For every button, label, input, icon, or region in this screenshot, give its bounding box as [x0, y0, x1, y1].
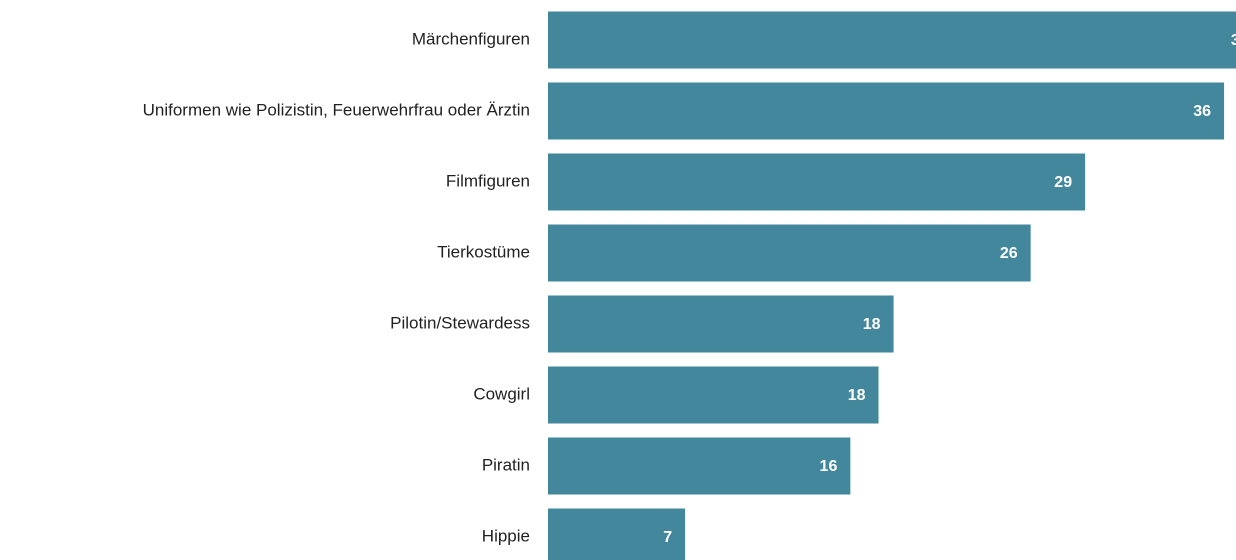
value-label: 38: [1231, 32, 1236, 49]
value-label: 36: [1193, 103, 1211, 120]
bar: [548, 508, 686, 560]
value-label: 7: [663, 529, 672, 546]
category-label: Pilotin/Stewardess: [390, 313, 530, 332]
value-label: 18: [863, 316, 881, 333]
bar: [548, 295, 894, 353]
category-label: Tierkostüme: [437, 242, 530, 261]
category-label: Piratin: [482, 455, 530, 474]
category-label: Filmfiguren: [446, 171, 530, 190]
category-label: Märchenfiguren: [412, 29, 530, 48]
bar: [548, 82, 1225, 140]
value-label: 26: [1000, 245, 1018, 262]
bar: [548, 153, 1086, 211]
value-label: 18: [848, 387, 866, 404]
category-label: Hippie: [482, 526, 530, 545]
category-label: Uniformen wie Polizistin, Feuerwehrfrau …: [143, 100, 530, 119]
value-label: 16: [820, 458, 838, 475]
bar: [548, 11, 1236, 69]
bar: [548, 437, 851, 495]
value-label: 29: [1054, 174, 1072, 191]
bar: [548, 366, 879, 424]
bar: [548, 224, 1031, 282]
category-label: Cowgirl: [473, 384, 530, 403]
